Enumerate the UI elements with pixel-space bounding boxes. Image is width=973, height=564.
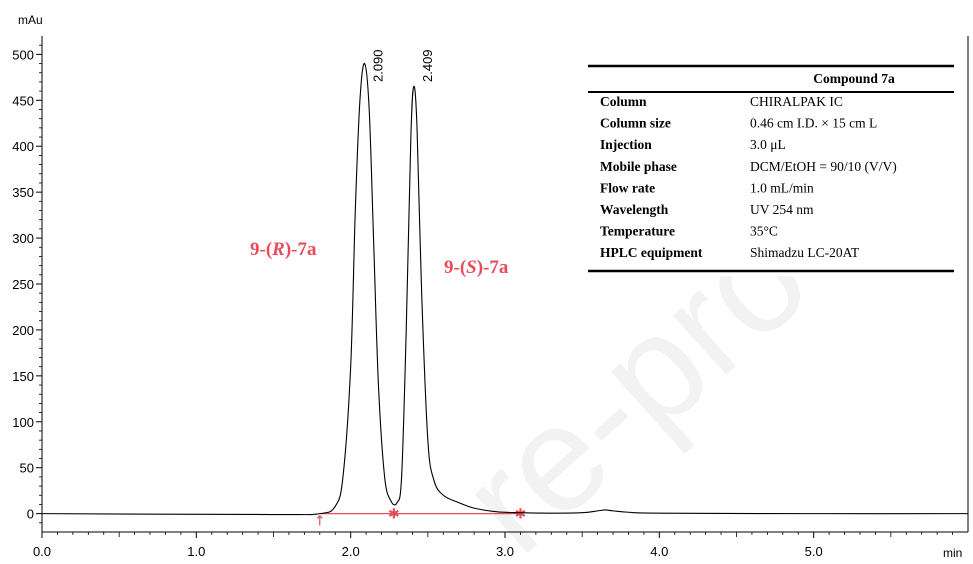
y-tick-label: 300 [12,231,34,246]
y-tick-label: 350 [12,185,34,200]
table-row-label: Column size [600,116,671,131]
x-tick-label: 1.0 [187,544,205,559]
x-tick-label: 3.0 [496,544,514,559]
table-row-value: 0.46 cm I.D. × 15 cm L [750,116,877,131]
x-axis-unit: min [943,546,962,560]
table-row-value: 1.0 mL/min [750,180,814,195]
x-tick-label: 0.0 [33,544,51,559]
y-tick-label: 400 [12,139,34,154]
conditions-table: Compound 7a Column CHIRALPAK IC Column siz… [588,60,954,276]
table-row-value: 3.0 μL [750,137,786,152]
table-row-value: CHIRALPAK IC [750,94,843,109]
table-background [588,60,954,276]
baseline-marker: ↑ [314,514,326,530]
table-row-label: Injection [600,137,652,152]
y-tick-label: 0 [27,507,34,522]
y-tick-label: 450 [12,93,34,108]
baseline-marker: ✱ [515,507,527,523]
table-row-value: DCM/EtOH = 90/10 (V/V) [750,159,897,174]
table-row-label: Flow rate [600,180,655,195]
table-row-value: Shimadzu LC-20AT [750,245,860,260]
table-row-label: HPLC equipment [600,245,703,260]
integration-baseline: ↑ ✱ ✱ [314,507,526,530]
baseline-marker: ✱ [388,507,400,523]
y-axis-ticks: 0 50 100 150 200 250 300 350 400 450 500 [12,44,42,524]
annotation-r-enantiomer: 9-(R)-7a [250,239,317,260]
table-row-value: 35°C [750,224,778,239]
table-rows: Column CHIRALPAK IC Column size 0.46 cm I.D… [600,94,897,260]
x-tick-label: 4.0 [650,544,668,559]
table-row-label: Mobile phase [600,159,677,174]
y-tick-label: 250 [12,277,34,292]
peak-labels: 2.090 2.409 [371,49,435,82]
y-tick-label: 500 [12,47,34,62]
table-row-value: UV 254 nm [750,202,814,217]
y-tick-label: 200 [12,323,34,338]
table-row-label: Wavelength [600,202,669,217]
peak-label: 2.090 [371,49,386,82]
y-tick-label: 50 [20,461,34,476]
table-row-label: Column [600,94,647,109]
x-tick-label: 5.0 [805,544,823,559]
y-axis-unit: mAu [18,13,43,27]
x-axis-ticks: 0.0 1.0 2.0 3.0 4.0 5.0 [33,532,953,559]
annotation-s-enantiomer: 9-(S)-7a [444,257,509,278]
table-title: Compound 7a [813,71,895,86]
table-row-label: Temperature [600,224,675,239]
x-tick-label: 2.0 [342,544,360,559]
y-tick-label: 100 [12,415,34,430]
y-tick-label: 150 [12,369,34,384]
chromatogram-trace [41,63,969,516]
peak-label: 2.409 [420,49,435,82]
